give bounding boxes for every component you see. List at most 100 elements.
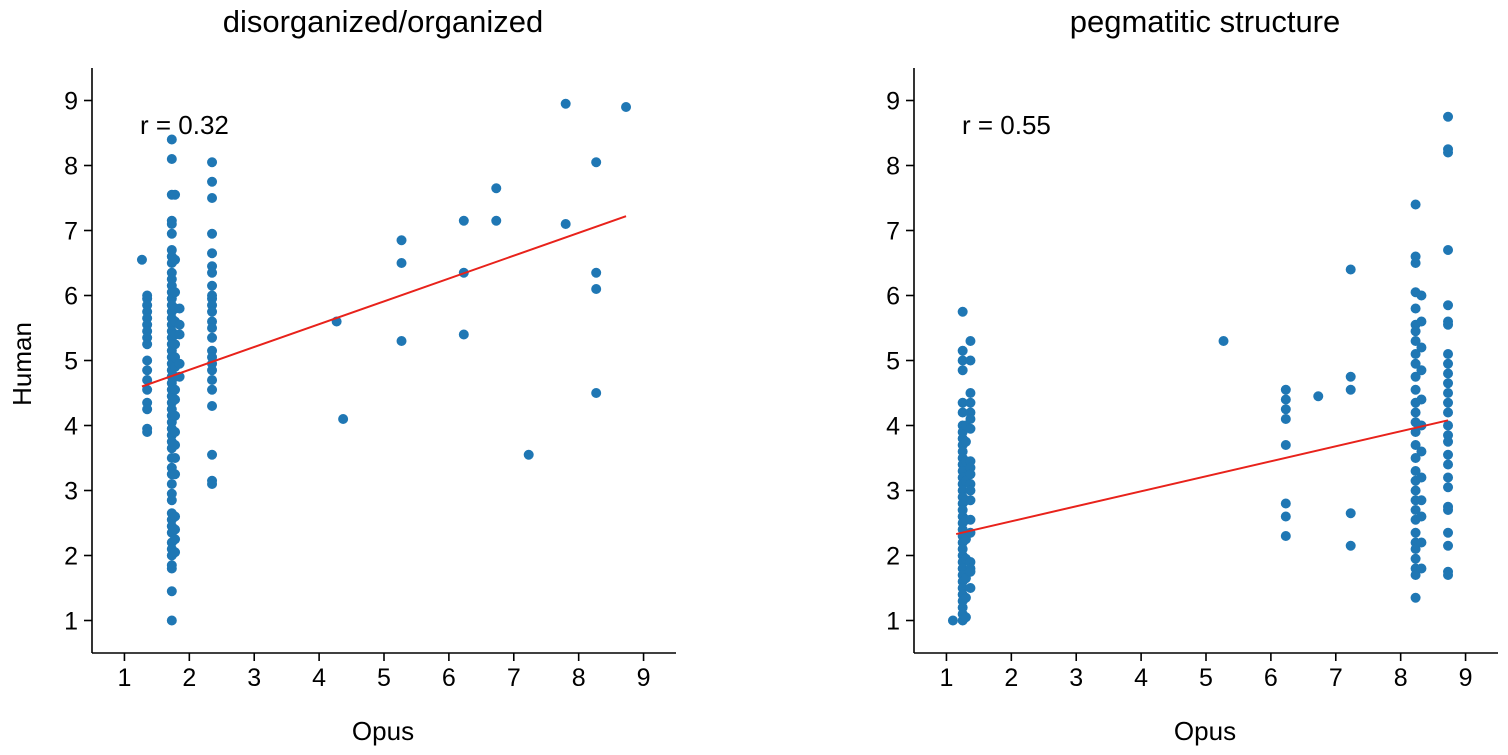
data-point [1280, 414, 1291, 424]
data-point [960, 592, 971, 603]
data-point [1443, 349, 1454, 359]
data-point [965, 388, 976, 398]
data-point [1443, 436, 1454, 447]
data-point [1443, 358, 1454, 369]
data-point [591, 388, 602, 398]
data-point [170, 339, 181, 350]
data-point [1410, 570, 1421, 580]
data-point [1410, 326, 1421, 337]
y-tick-label: 8 [64, 153, 78, 181]
y-tick-label: 1 [64, 608, 78, 636]
data-point [1416, 537, 1427, 548]
data-point [960, 436, 971, 447]
data-point [207, 193, 218, 203]
data-point [957, 397, 968, 408]
data-point [965, 423, 976, 434]
data-point [1443, 449, 1454, 460]
data-point [1416, 472, 1427, 483]
data-point [1443, 540, 1454, 551]
data-point [1443, 527, 1454, 538]
data-point [1410, 553, 1421, 564]
y-tick-label: 2 [886, 543, 900, 571]
data-point [166, 586, 177, 597]
data-point [1410, 407, 1421, 418]
data-point [1410, 358, 1421, 369]
data-point [965, 485, 976, 496]
data-point [1443, 368, 1454, 379]
data-point [207, 280, 218, 291]
data-point [1416, 446, 1427, 457]
data-point [560, 219, 571, 229]
data-point [166, 134, 177, 145]
data-point [170, 427, 181, 437]
data-point [1280, 511, 1291, 522]
data-point [965, 495, 976, 506]
x-tick-label: 2 [1004, 664, 1018, 692]
data-point [174, 303, 185, 314]
data-point [1416, 365, 1427, 376]
data-point [207, 248, 218, 259]
data-point [1443, 505, 1454, 515]
data-point [166, 615, 177, 626]
data-point [170, 534, 181, 545]
data-point [142, 365, 153, 376]
data-point [960, 612, 971, 623]
data-point [166, 563, 177, 574]
data-point [560, 98, 571, 109]
data-point [957, 355, 968, 366]
y-tick-label: 6 [64, 283, 78, 311]
y-tick-label: 7 [64, 218, 78, 246]
data-point [207, 375, 218, 385]
x-tick-label: 2 [182, 664, 196, 692]
data-point [1280, 531, 1291, 541]
x-axis-label: Opus [352, 716, 414, 746]
data-point [142, 384, 153, 395]
data-point [1416, 511, 1427, 522]
x-tick-label: 8 [572, 664, 586, 692]
data-point [957, 407, 968, 418]
data-point [207, 176, 218, 187]
data-point [1416, 394, 1427, 405]
data-point [142, 375, 153, 385]
data-point [170, 524, 181, 535]
data-point [396, 258, 407, 268]
data-point [1410, 505, 1421, 515]
data-point [170, 410, 181, 421]
correlation-annotation: r = 0.32 [140, 110, 229, 140]
data-point [396, 235, 407, 246]
x-axis-label: Opus [1174, 716, 1236, 746]
y-tick-label: 6 [886, 283, 900, 311]
data-point [965, 566, 976, 577]
x-tick-label: 7 [1329, 664, 1343, 692]
data-point [1410, 453, 1421, 463]
data-point [1416, 495, 1427, 506]
data-point [1345, 540, 1356, 551]
data-point [621, 102, 632, 112]
y-tick-label: 2 [64, 543, 78, 571]
x-tick-label: 4 [312, 664, 326, 692]
data-point [1410, 349, 1421, 359]
data-point [1443, 397, 1454, 408]
data-point [142, 339, 153, 350]
data-point [1345, 508, 1356, 519]
data-point [166, 228, 177, 239]
data-point [1410, 336, 1421, 346]
data-point [136, 254, 147, 265]
panel-title: pegmatitic structure [1070, 4, 1341, 39]
data-point [1410, 303, 1421, 314]
data-point [170, 511, 181, 522]
data-point [1410, 544, 1421, 554]
x-tick-label: 8 [1394, 664, 1408, 692]
x-tick-label: 9 [1459, 664, 1473, 692]
data-point [1345, 384, 1356, 395]
data-point [1410, 527, 1421, 538]
data-point [957, 365, 968, 376]
x-tick-label: 9 [637, 664, 651, 692]
data-point [170, 453, 181, 463]
x-tick-label: 3 [1069, 664, 1083, 692]
x-tick-label: 6 [1264, 664, 1278, 692]
data-point [1443, 388, 1454, 398]
x-tick-label: 6 [442, 664, 456, 692]
data-point [1416, 316, 1427, 327]
data-point [1410, 485, 1421, 496]
